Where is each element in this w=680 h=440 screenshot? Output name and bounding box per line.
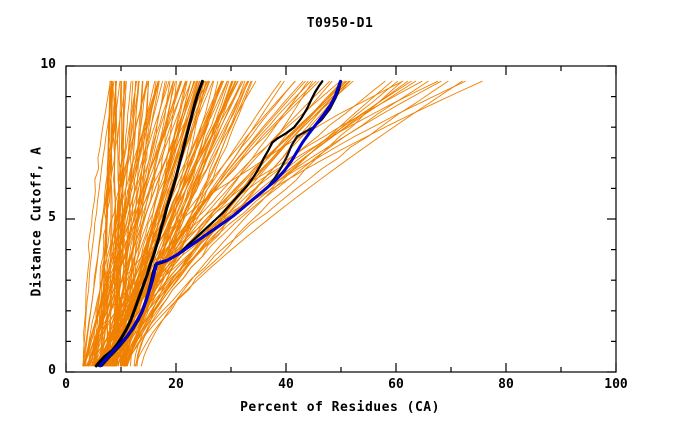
ensemble-curve (101, 80, 296, 367)
ensemble-curve (87, 80, 192, 367)
ensemble-curve (88, 80, 181, 367)
x-tick-label-100: 100 (604, 377, 628, 392)
ensemble-curve (126, 80, 449, 367)
y-tick-label-10: 10 (40, 57, 56, 72)
series-curve-model-blue (98, 79, 342, 368)
ensemble-curve (107, 80, 136, 367)
ensemble-curve (133, 80, 416, 367)
ensemble-curve (84, 80, 159, 367)
ensemble-curve (104, 80, 331, 367)
ensemble-curve (82, 80, 117, 367)
page-title: T0950-D1 (306, 16, 374, 31)
ensemble-curve (135, 80, 429, 367)
axes-frame-group (65, 65, 617, 373)
ensemble-curve (88, 80, 483, 367)
ensemble-curve (104, 80, 223, 367)
ensemble-curve (123, 80, 144, 367)
ensemble-curve (88, 80, 195, 367)
ensemble-curve (124, 80, 442, 367)
ensemble-curve (94, 80, 117, 367)
ensemble-curve (106, 80, 186, 367)
series-curve-best-model-black (94, 79, 204, 368)
ensemble-curve (94, 80, 148, 367)
ensemble-curve (95, 80, 197, 367)
ensemble-curve (82, 80, 115, 367)
ensemble-curve (87, 80, 423, 367)
ensemble-curve (126, 80, 463, 367)
x-tick-label-40: 40 (278, 377, 294, 392)
ensemble-curve (102, 80, 309, 367)
ensemble-curve (90, 80, 409, 367)
x-tick-label-0: 0 (62, 377, 70, 392)
x-tick-label-20: 20 (168, 377, 184, 392)
y-tick-label-5: 5 (48, 210, 56, 225)
ensemble-curve (112, 80, 123, 367)
ensemble-curve (126, 80, 285, 367)
ensemble-curve (83, 80, 121, 367)
ensemble-curve (104, 80, 224, 367)
ensemble-curve (111, 80, 439, 367)
ensemble-curve (123, 80, 253, 367)
ensemble-curve (109, 80, 466, 367)
y-tick-label-0: 0 (48, 363, 56, 378)
x-axis-label: Percent of Residues (CA) (240, 400, 440, 415)
ensemble-curve (140, 80, 393, 367)
ensemble-curves-group (82, 80, 483, 367)
x-tick-label-80: 80 (498, 377, 514, 392)
ensemble-curve (82, 80, 111, 367)
x-tick-label-60: 60 (388, 377, 404, 392)
highlight-curves-group (94, 79, 343, 368)
ensemble-curve (82, 80, 174, 367)
